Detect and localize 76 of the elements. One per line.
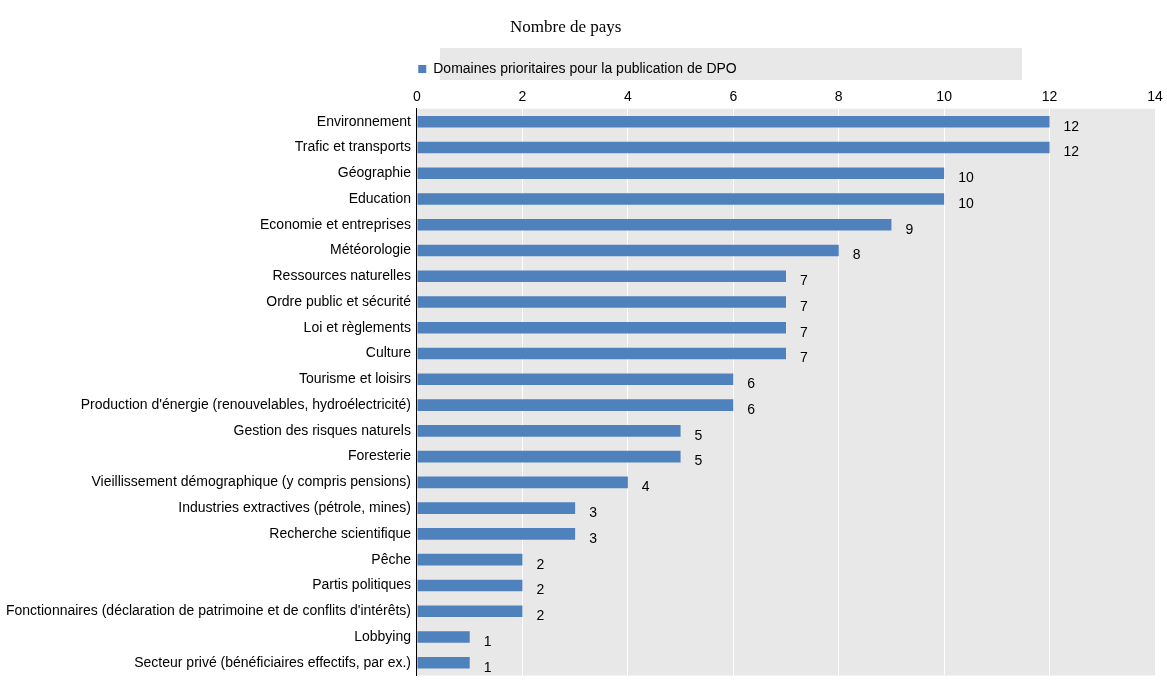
bar: [417, 502, 576, 514]
data-label: 7: [800, 323, 808, 340]
y-tick-label: Trafic et transports: [294, 138, 411, 155]
y-tick-label: Secteur privé (bénéficiaires effectifs, par ex.): [134, 653, 411, 670]
bar: [417, 476, 628, 489]
x-tick-label: 10: [936, 88, 953, 105]
data-label: 6: [747, 375, 756, 392]
bar: [417, 218, 892, 231]
y-tick-label: Economie et entreprises: [260, 215, 411, 232]
y-tick-label: Education: [348, 189, 411, 206]
y-tick-label: Ordre public et sécurité: [266, 292, 412, 309]
bar: [417, 115, 1050, 128]
bar: [417, 296, 786, 308]
bar: [417, 450, 681, 463]
y-tick-label: Géographie: [337, 164, 412, 181]
x-tick-label: 12: [1041, 88, 1058, 105]
x-tick-label: 4: [623, 88, 632, 105]
x-tick-label: 0: [413, 88, 422, 105]
y-tick-label: Lobbying: [354, 627, 411, 644]
bar: [417, 373, 734, 386]
bar: [417, 244, 839, 257]
data-label: 7: [800, 349, 808, 366]
bar: [417, 605, 523, 617]
data-label: 3: [589, 504, 598, 520]
y-tick-label: Recherche scientifique: [269, 524, 412, 541]
chart-title: Nombre de pays: [510, 17, 622, 37]
y-tick-label: Ressources naturelles: [272, 267, 411, 284]
data-label: 12: [1063, 143, 1080, 160]
bar: [417, 193, 945, 205]
y-tick-label: Production d'énergie (renouvelables, hydroélectricité): [80, 395, 411, 412]
y-tick-label: Loi et règlements: [303, 318, 411, 335]
bar: [417, 270, 786, 283]
data-label: 10: [958, 169, 974, 186]
data-label: 9: [905, 220, 914, 237]
y-tick-label: Fonctionnaires (déclaration de patrimoine et de conflits d'intérêts): [6, 602, 411, 619]
x-tick-label: 2: [518, 88, 527, 105]
y-tick-label: Environnement: [316, 112, 412, 129]
data-label: 7: [800, 272, 808, 289]
y-tick-label: Vieillissement démographique (y compris pensions): [91, 473, 411, 490]
data-label: 5: [694, 452, 703, 469]
bar: [417, 347, 786, 360]
bar: [417, 425, 681, 437]
legend-label: Domaines prioritaires pour la publication de DPO: [433, 59, 737, 76]
bar: [417, 656, 470, 669]
bar: [417, 631, 470, 643]
data-label: 2: [536, 555, 545, 572]
bar: [417, 141, 1050, 154]
y-tick-label: Partis politiques: [312, 576, 411, 593]
data-label: 8: [852, 246, 861, 263]
y-tick-label: Gestion des risques naturels: [233, 421, 411, 438]
data-label: 12: [1063, 117, 1080, 134]
bar: [417, 399, 734, 411]
bar: [417, 528, 576, 540]
data-label: 2: [536, 607, 545, 624]
x-tick-label: 14: [1147, 88, 1163, 105]
data-label: 3: [589, 529, 598, 546]
data-label: 5: [694, 426, 703, 443]
y-tick-label: Météorologie: [330, 241, 412, 258]
bar: [417, 167, 945, 180]
y-tick-label: Foresterie: [347, 447, 412, 464]
bar: [417, 579, 523, 592]
y-tick-label: Tourisme et loisirs: [298, 370, 411, 387]
bar: [417, 321, 786, 334]
data-label: 2: [536, 581, 545, 598]
y-tick-label: Culture: [365, 344, 412, 361]
data-label: 1: [483, 658, 492, 675]
bar: [417, 553, 523, 566]
x-tick-label: 6: [729, 88, 738, 105]
data-label: 1: [483, 632, 492, 649]
data-label: 7: [800, 297, 808, 314]
y-tick-label: Industries extractives (pétrole, mines): [178, 499, 411, 515]
data-label: 10: [958, 194, 974, 211]
data-label: 6: [747, 400, 756, 417]
data-label: 4: [641, 478, 650, 495]
y-tick-label: Pêche: [371, 550, 412, 567]
x-tick-label: 8: [834, 88, 843, 105]
